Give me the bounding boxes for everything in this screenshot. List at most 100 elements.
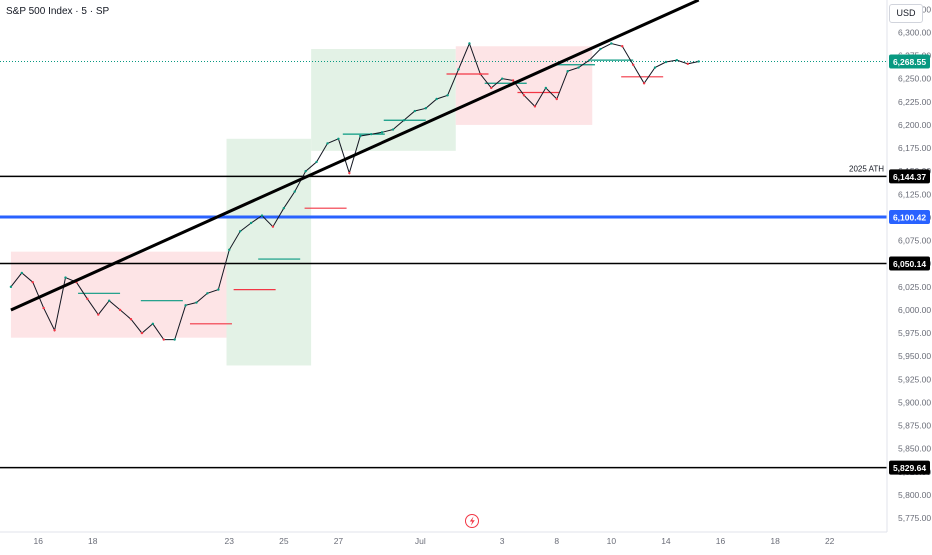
y-tick-label: 5,900.00 — [898, 397, 931, 407]
level-price-tag — [889, 256, 930, 271]
y-tick-label: 5,775.00 — [898, 513, 931, 523]
price-point — [9, 285, 13, 289]
price-point — [544, 86, 548, 90]
price-point — [511, 79, 515, 82]
level-price-label: 5,829.64 — [893, 463, 926, 473]
price-point — [97, 313, 100, 316]
price-point — [577, 66, 580, 69]
price-point — [129, 318, 133, 321]
price-point — [621, 45, 624, 48]
level-price-tag — [889, 169, 930, 184]
price-point — [413, 109, 417, 113]
x-tick-label: 16 — [33, 536, 43, 546]
price-point — [369, 132, 373, 136]
x-tick-label: 16 — [716, 536, 726, 546]
price-point — [402, 119, 406, 122]
price-point — [304, 169, 307, 173]
price-point — [86, 297, 89, 301]
y-tick-label: 6,000.00 — [898, 305, 931, 315]
price-point — [468, 42, 471, 45]
x-tick-label: 25 — [279, 536, 289, 546]
y-tick-label: 5,950.00 — [898, 351, 931, 361]
price-point — [173, 338, 176, 341]
price-point — [238, 230, 242, 233]
y-tick-label: 6,225.00 — [898, 97, 931, 107]
y-tick-label: 6,200.00 — [898, 120, 931, 130]
x-tick-label: Jul — [415, 536, 426, 546]
price-point — [348, 171, 351, 175]
price-point — [337, 137, 340, 140]
price-point — [195, 301, 198, 304]
price-point — [249, 221, 253, 225]
flash-icon[interactable] — [465, 514, 479, 528]
y-tick-label: 6,025.00 — [898, 282, 931, 292]
price-point — [391, 128, 395, 131]
price-point — [140, 331, 144, 335]
price-point — [20, 271, 24, 275]
price-point — [479, 72, 482, 76]
price-point — [217, 288, 220, 291]
y-tick-label: 6,075.00 — [898, 236, 931, 246]
price-point — [184, 304, 187, 307]
price-point — [107, 299, 111, 302]
last-price-label: 6,268.55 — [893, 57, 926, 67]
price-point — [533, 105, 537, 108]
price-point — [260, 214, 264, 217]
price-point — [282, 206, 286, 210]
last-price-tag — [889, 54, 930, 69]
price-point — [555, 97, 558, 101]
x-tick-label: 23 — [225, 536, 235, 546]
y-tick-label: 5,925.00 — [898, 374, 931, 384]
y-tick-label: 5,850.00 — [898, 444, 931, 454]
currency-button[interactable]: USD — [889, 4, 923, 23]
price-point — [686, 62, 689, 66]
level-price-tag — [889, 460, 930, 475]
zone-green-2 — [311, 49, 456, 151]
price-point — [588, 58, 591, 62]
price-point — [293, 190, 296, 193]
y-tick-label: 6,250.00 — [898, 74, 931, 84]
y-tick-label: 6,300.00 — [898, 27, 931, 37]
price-point — [490, 86, 493, 90]
trendline[interactable] — [10, 0, 700, 312]
level-note: 2025 ATH — [849, 164, 884, 173]
price-point — [31, 280, 34, 284]
x-tick-label: 14 — [661, 536, 671, 546]
level-price-label: 6,144.37 — [893, 172, 926, 182]
price-point — [162, 338, 165, 341]
price-point — [359, 134, 362, 138]
price-point — [42, 306, 45, 310]
y-tick-label: 5,975.00 — [898, 328, 931, 338]
price-point — [664, 60, 668, 64]
x-tick-label: 18 — [770, 536, 780, 546]
price-point — [653, 66, 657, 69]
flash-icon-bolt — [469, 516, 475, 526]
level-price-label: 6,050.14 — [893, 259, 926, 269]
y-tick-label: 6,125.00 — [898, 189, 931, 199]
price-point — [326, 142, 329, 145]
zone-green-1 — [226, 138, 312, 366]
price-point — [380, 131, 384, 134]
price-point — [64, 276, 67, 279]
price-point — [118, 308, 122, 312]
x-tick-label: 10 — [607, 536, 617, 546]
level-price-label: 6,100.42 — [893, 213, 926, 223]
price-point — [675, 58, 679, 62]
x-tick-label: 27 — [334, 536, 344, 546]
price-point — [610, 42, 613, 45]
price-point — [457, 68, 460, 71]
x-tick-label: 8 — [554, 536, 559, 546]
price-point — [522, 94, 526, 97]
price-point — [206, 292, 209, 295]
price-point — [228, 248, 231, 252]
price-point — [642, 82, 646, 85]
y-tick-label: 5,800.00 — [898, 490, 931, 500]
price-point — [697, 60, 700, 63]
price-point — [151, 322, 155, 326]
x-tick-label: 3 — [500, 536, 505, 546]
price-point — [271, 225, 275, 228]
price-point — [446, 94, 449, 97]
price-point — [631, 63, 635, 66]
